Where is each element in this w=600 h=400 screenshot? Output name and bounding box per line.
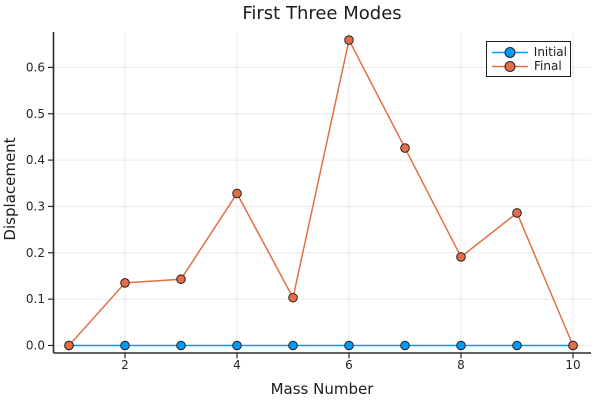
legend-label-initial: Initial [533,45,567,59]
x-axis-label: Mass Number [270,380,374,398]
y-tick-label: 0.0 [26,339,45,353]
data-point-final-4 [232,188,242,199]
data-point-initial-9 [512,340,522,351]
y-tick-label: 0.5 [26,107,45,121]
x-tick-label: 2 [121,358,129,372]
x-tick-label: 6 [345,358,353,372]
series-line-final [68,37,574,347]
y-tick-label: 0.6 [26,60,45,74]
y-tick-label: 0.2 [26,246,45,260]
data-point-initial-3 [176,340,186,351]
legend: Initial Final [486,41,571,77]
x-tick-label: 8 [457,358,465,372]
data-point-initial-7 [400,340,410,351]
x-tick-label: 10 [565,358,580,372]
data-point-final-3 [176,274,186,285]
data-point-final-1 [64,340,74,351]
legend-swatch-final [492,60,528,72]
legend-swatch-initial [492,46,528,58]
data-point-final-5 [288,292,298,303]
data-point-initial-5 [288,340,298,351]
y-tick-label: 0.1 [26,292,45,306]
chart-title: First Three Modes [242,3,402,24]
y-axis-label: Displacement [1,137,19,241]
x-tick-label: 4 [233,358,241,372]
y-tick-label: 0.3 [26,199,45,213]
data-point-final-6 [344,35,354,45]
data-point-final-7 [400,143,410,153]
data-point-final-2 [120,278,130,288]
data-point-final-9 [512,208,522,218]
data-point-final-8 [456,252,466,262]
data-point-final-10 [568,340,578,351]
data-point-initial-8 [456,340,466,351]
legend-label-final: Final [534,59,562,73]
legend-item-initial: Initial [490,45,567,59]
y-tick-label: 0.4 [26,153,45,167]
legend-item-final: Final [490,59,567,73]
data-point-initial-4 [232,340,242,351]
data-point-initial-6 [344,340,354,351]
data-point-initial-2 [120,340,130,351]
